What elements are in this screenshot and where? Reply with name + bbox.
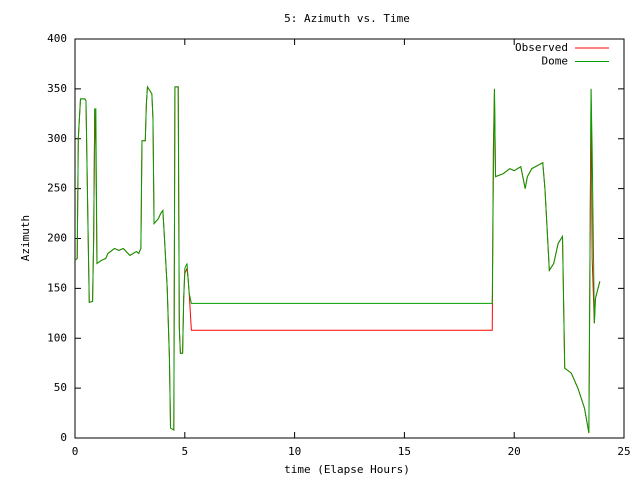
x-tick-label: 5	[181, 445, 188, 458]
y-tick-label: 50	[54, 381, 67, 394]
x-tick-label: 10	[288, 445, 301, 458]
series-line	[74, 85, 601, 434]
series-line	[74, 85, 601, 434]
x-tick-label: 25	[617, 445, 630, 458]
y-tick-label: 250	[47, 182, 67, 195]
x-axis-label: time (Elapse Hours)	[284, 463, 410, 476]
legend-label: Observed	[515, 41, 568, 54]
y-tick-label: 300	[47, 132, 67, 145]
chart-title: 5: Azimuth vs. Time	[284, 12, 410, 25]
y-tick-label: 200	[47, 232, 67, 245]
y-tick-label: 400	[47, 32, 67, 45]
y-tick-label: 100	[47, 331, 67, 344]
y-tick-label: 150	[47, 281, 67, 294]
legend-label: Dome	[542, 55, 569, 68]
x-tick-label: 20	[508, 445, 521, 458]
x-tick-label: 0	[72, 445, 79, 458]
y-tick-label: 0	[60, 431, 67, 444]
y-axis-label: Azimuth	[19, 215, 32, 261]
plot-frame	[74, 38, 625, 439]
x-tick-label: 15	[398, 445, 411, 458]
y-tick-label: 350	[47, 82, 67, 95]
